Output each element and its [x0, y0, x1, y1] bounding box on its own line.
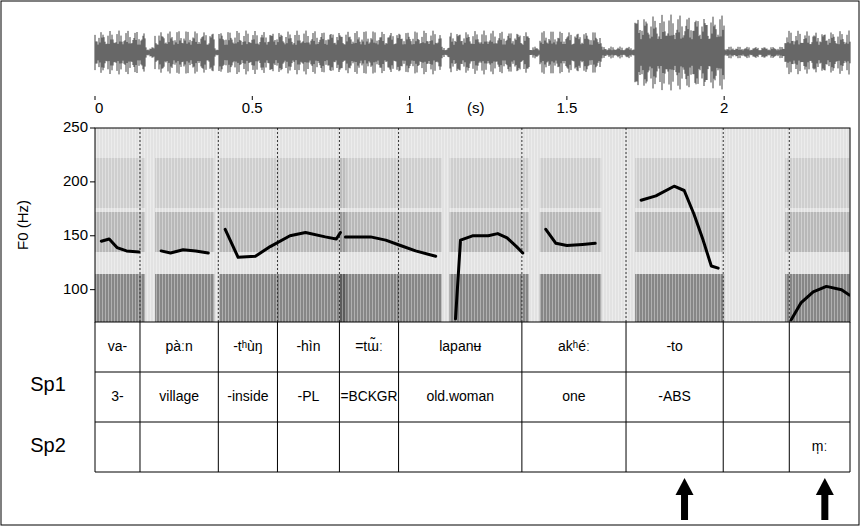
boundary-dotted [789, 128, 790, 322]
y-tick-label: 150 [63, 226, 88, 243]
annotation-cell: 3- [111, 388, 124, 404]
annotation-cell: one [562, 388, 586, 404]
grid-column-line [398, 422, 399, 472]
boundary-dotted [339, 128, 340, 322]
annotation-cell: pàːn [166, 338, 193, 354]
annotation-cell: =BCKGR [340, 389, 397, 404]
boundary-dotted [218, 128, 219, 322]
boundary-dotted [139, 128, 140, 322]
grid-column-line [626, 322, 627, 372]
x-tick-label: 0 [95, 99, 103, 116]
grid-column-line [139, 422, 140, 472]
tier-label: Sp2 [30, 434, 66, 456]
annotation-cell: -PL [298, 388, 320, 404]
grid-column-line [139, 372, 140, 422]
boundary-dotted [521, 128, 522, 322]
grid-column-line [95, 322, 96, 372]
y-tick [90, 289, 95, 290]
grid-column-line [218, 422, 219, 472]
annotation-cell: m̩ː [812, 438, 828, 454]
boundary-dotted [723, 128, 724, 322]
grid-row-line [95, 372, 850, 373]
annotation-cell: village [159, 388, 199, 404]
grid-column-line [277, 422, 278, 472]
grid-column-line [339, 422, 340, 472]
boundary-dotted [277, 128, 278, 322]
grid-column-line [850, 372, 851, 422]
annotation-cell: old.woman [426, 388, 494, 404]
arrow-head [676, 478, 694, 495]
annotation-cell: -inside [227, 388, 268, 404]
f0-contour [101, 186, 849, 320]
annotation-cell: akʰéː [558, 338, 590, 354]
boundary-dotted [398, 128, 399, 322]
grid-column-line [277, 322, 278, 372]
grid-column-line [95, 372, 96, 422]
arrow [816, 478, 834, 520]
y-tick-label: 100 [63, 280, 88, 297]
grid-column-line [626, 422, 627, 472]
grid-column-line [789, 372, 790, 422]
x-tick-label: 2 [720, 99, 728, 116]
grid-column-line [398, 372, 399, 422]
grid-row-line [95, 422, 850, 423]
grid-column-line [723, 322, 724, 372]
outer-frame [1, 1, 859, 525]
y-tick-label: 200 [63, 172, 88, 189]
y-tick [90, 235, 95, 236]
waveform-decoration [95, 15, 850, 91]
annotation-cell: lapanʉ [439, 338, 481, 354]
x-tick-label: 0.5 [242, 99, 263, 116]
annotation-cell: -to [666, 338, 683, 354]
y-tick [90, 181, 95, 182]
grid-column-line [277, 372, 278, 422]
figure: 100 150 200 250 F0 (Hz) 0 0.5 1 1.5 2 (s) va-pàːn -t… [0, 0, 860, 526]
annotation-cell: -tʰùŋ [233, 338, 263, 354]
grid-column-line [789, 322, 790, 372]
spectrogram-ground [95, 128, 850, 322]
grid-column-line [521, 422, 522, 472]
spectrogram-decoration [95, 128, 850, 322]
x-tick-label: 1.5 [556, 99, 577, 116]
y-tick [90, 128, 95, 129]
grid-column-line [521, 322, 522, 372]
annotation-cell: va- [108, 338, 128, 354]
x-tick-label: 1 [405, 99, 413, 116]
arrow-shaft [681, 494, 688, 520]
x-axis-title: (s) [467, 99, 485, 116]
grid-column-line [218, 322, 219, 372]
boundary-dotted [626, 128, 627, 322]
y-tick-label: 250 [63, 118, 88, 135]
plot-frame [95, 128, 850, 322]
grid-column-line [95, 422, 96, 472]
annotation-cell: =tɯ̃ː [355, 337, 383, 353]
arrow-head [816, 478, 834, 495]
grid-row-line [95, 472, 850, 473]
grid-column-line [723, 422, 724, 472]
grid-column-line [723, 372, 724, 422]
grid-column-line [789, 422, 790, 472]
grid-column-line [339, 322, 340, 372]
grid-column-line [850, 422, 851, 472]
grid-column-line [398, 322, 399, 372]
spectrogram-striae [95, 128, 850, 322]
annotation-cell: -ABS [658, 388, 691, 404]
arrow [676, 478, 694, 520]
grid-column-line [521, 372, 522, 422]
tier-label: Sp1 [30, 373, 66, 395]
grid-column-line [850, 322, 851, 372]
annotation-cell: -hìn [296, 338, 320, 354]
grid-column-line [218, 372, 219, 422]
y-axis-title: F0 (Hz) [14, 200, 31, 250]
grid-column-line [139, 322, 140, 372]
f0-group [101, 186, 849, 320]
grid-column-line [626, 372, 627, 422]
arrow-shaft [821, 494, 828, 520]
